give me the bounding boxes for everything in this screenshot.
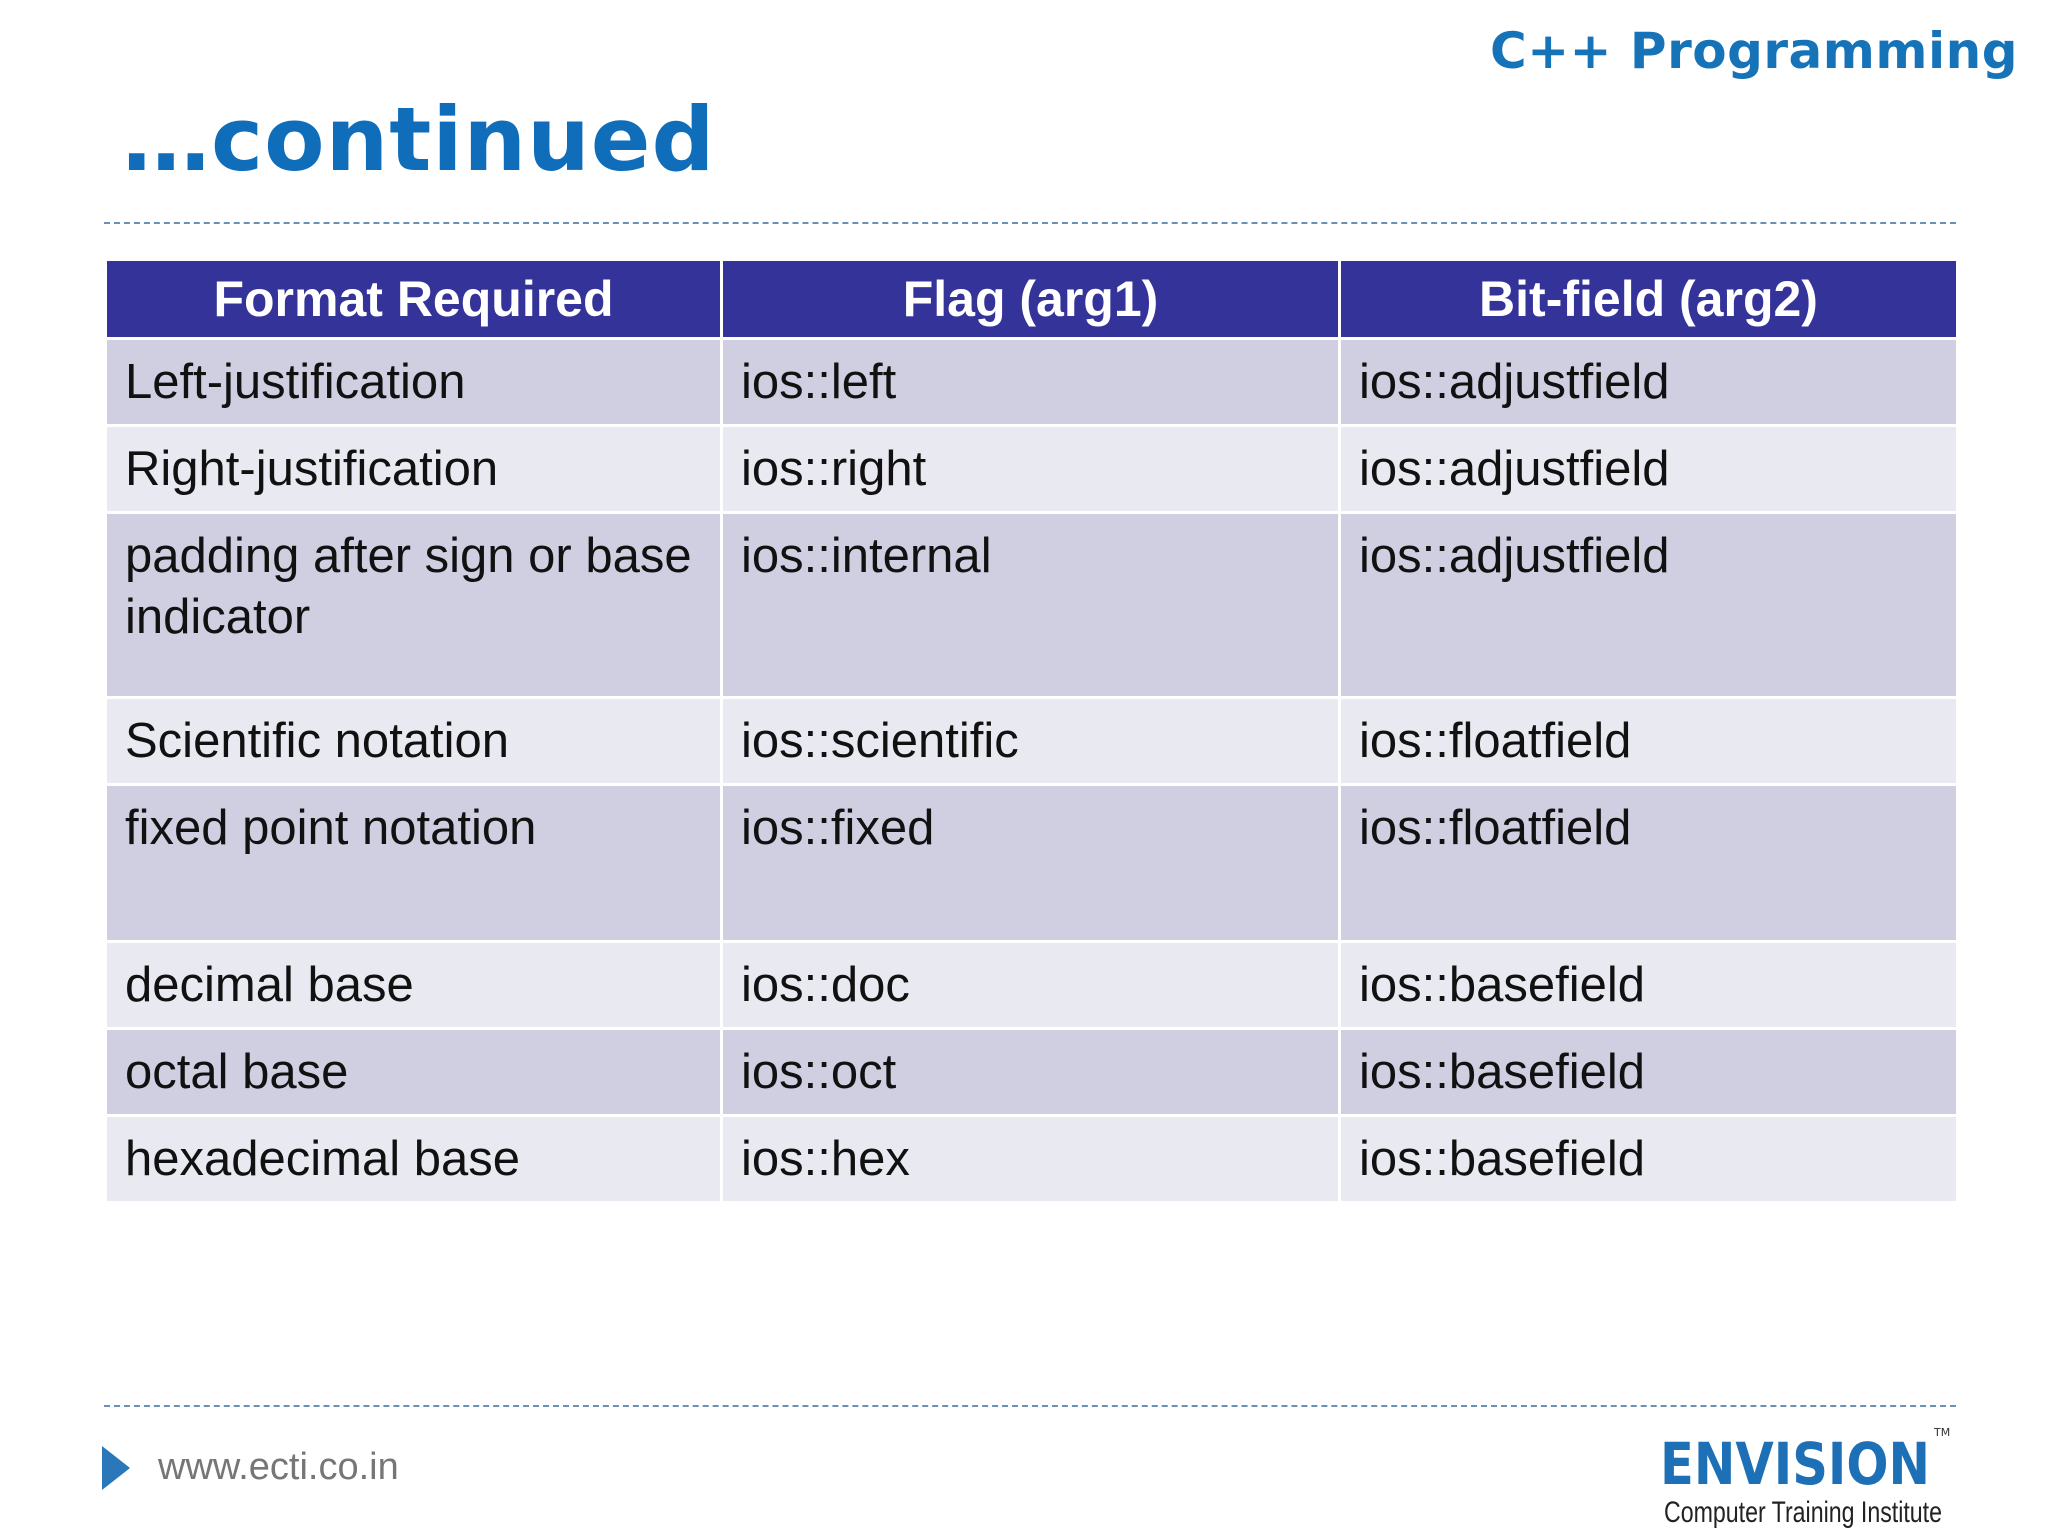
envision-logo: ENVISION TM Computer Training Institute: [1660, 1426, 1950, 1528]
website-url: www.ecti.co.in: [158, 1446, 399, 1488]
format-cell: fixed point notation: [104, 783, 723, 943]
bitfield-cell: ios::basefield: [1338, 1114, 1959, 1204]
play-arrow-icon: [102, 1446, 130, 1490]
bitfield-cell: ios::floatfield: [1338, 783, 1959, 943]
format-cell: decimal base: [104, 940, 723, 1030]
flag-cell: ios::doc: [720, 940, 1341, 1030]
table-row: Right-justification ios::right ios::adju…: [104, 424, 1959, 514]
flag-cell: ios::fixed: [720, 783, 1341, 943]
table-header-row: Format Required Flag (arg1) Bit-field (a…: [104, 258, 1959, 340]
bitfield-cell: ios::adjustfield: [1338, 337, 1959, 427]
format-cell: Right-justification: [104, 424, 723, 514]
table-row: Left-justification ios::left ios::adjust…: [104, 337, 1959, 427]
bottom-divider: [104, 1405, 1956, 1407]
logo-tagline: Computer Training Institute: [1664, 1496, 1942, 1528]
flag-cell: ios::scientific: [720, 696, 1341, 786]
table-row: decimal base ios::doc ios::basefield: [104, 940, 1959, 1030]
bitfield-cell: ios::basefield: [1338, 1027, 1959, 1117]
format-cell: padding after sign or base indicator: [104, 511, 723, 699]
flag-cell: ios::oct: [720, 1027, 1341, 1117]
format-cell: Scientific notation: [104, 696, 723, 786]
logo-trademark: TM: [1933, 1426, 1950, 1439]
flag-cell: ios::left: [720, 337, 1341, 427]
bitfield-cell: ios::basefield: [1338, 940, 1959, 1030]
logo-wordmark: ENVISION: [1660, 1430, 1930, 1498]
format-cell: Left-justification: [104, 337, 723, 427]
flag-cell: ios::internal: [720, 511, 1341, 699]
table-row: Scientific notation ios::scientific ios:…: [104, 696, 1959, 786]
format-flags-table: Format Required Flag (arg1) Bit-field (a…: [104, 258, 1959, 1204]
bitfield-cell: ios::adjustfield: [1338, 511, 1959, 699]
format-cell: octal base: [104, 1027, 723, 1117]
table-row: padding after sign or base indicator ios…: [104, 511, 1959, 699]
format-cell: hexadecimal base: [104, 1114, 723, 1204]
slide-title: …continued: [122, 88, 716, 191]
column-header-format: Format Required: [104, 258, 723, 340]
flag-cell: ios::hex: [720, 1114, 1341, 1204]
table-row: octal base ios::oct ios::basefield: [104, 1027, 1959, 1117]
flag-cell: ios::right: [720, 424, 1341, 514]
column-header-flag: Flag (arg1): [720, 258, 1341, 340]
bitfield-cell: ios::adjustfield: [1338, 424, 1959, 514]
table-row: fixed point notation ios::fixed ios::flo…: [104, 783, 1959, 943]
bitfield-cell: ios::floatfield: [1338, 696, 1959, 786]
table-row: hexadecimal base ios::hex ios::basefield: [104, 1114, 1959, 1204]
top-divider: [104, 222, 1956, 224]
column-header-bitfield: Bit-field (arg2): [1338, 258, 1959, 340]
course-title: C++ Programming: [1490, 22, 2018, 80]
